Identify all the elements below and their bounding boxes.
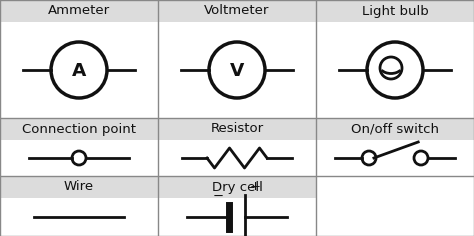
Bar: [0, 118, 158, 140]
Bar: [0, 176, 158, 198]
Bar: [158, 176, 316, 198]
Text: Dry cell: Dry cell: [211, 181, 263, 194]
Bar: [316, 22, 474, 118]
Bar: [316, 176, 474, 236]
Bar: [158, 22, 316, 118]
Text: A: A: [72, 62, 86, 80]
Bar: [158, 118, 316, 140]
Text: Resistor: Resistor: [210, 122, 264, 135]
Text: Connection point: Connection point: [22, 122, 136, 135]
Bar: [316, 118, 474, 140]
Bar: [158, 0, 316, 22]
Text: Light bulb: Light bulb: [362, 4, 428, 17]
Bar: [0, 22, 158, 118]
Text: On/off switch: On/off switch: [351, 122, 439, 135]
Bar: [316, 0, 474, 22]
Bar: [0, 140, 158, 176]
Text: Ammeter: Ammeter: [48, 4, 110, 17]
Bar: [158, 140, 316, 176]
Text: +: +: [250, 180, 261, 193]
Bar: [316, 140, 474, 176]
Text: Voltmeter: Voltmeter: [204, 4, 270, 17]
Bar: [0, 198, 158, 236]
Text: −: −: [213, 190, 224, 203]
Bar: [0, 0, 158, 22]
Text: V: V: [230, 62, 244, 80]
Bar: [158, 198, 316, 236]
Text: Wire: Wire: [64, 181, 94, 194]
